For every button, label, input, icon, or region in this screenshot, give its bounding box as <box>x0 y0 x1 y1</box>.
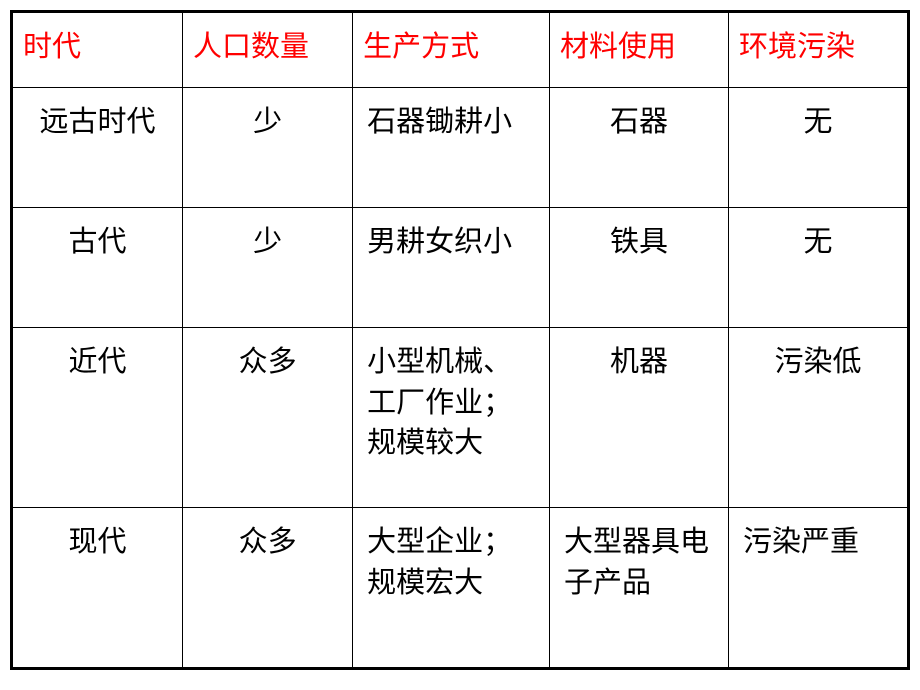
cell-production: 大型企业；规模宏大 <box>353 508 550 668</box>
header-pollution: 环境污染 <box>728 13 907 88</box>
cell-production: 男耕女织小 <box>353 208 550 328</box>
table-row: 现代 众多 大型企业；规模宏大 大型器具电子产品 污染严重 <box>13 508 908 668</box>
table-row: 近代 众多 小型机械、工厂作业；规模较大 机器 污染低 <box>13 328 908 508</box>
cell-pollution: 污染严重 <box>728 508 907 668</box>
header-materials: 材料使用 <box>549 13 728 88</box>
cell-materials: 石器 <box>549 88 728 208</box>
era-comparison-table: 时代 人口数量 生产方式 材料使用 环境污染 远古时代 少 石器锄耕小 石器 无… <box>10 10 910 670</box>
data-table: 时代 人口数量 生产方式 材料使用 环境污染 远古时代 少 石器锄耕小 石器 无… <box>12 12 908 668</box>
table-header-row: 时代 人口数量 生产方式 材料使用 环境污染 <box>13 13 908 88</box>
cell-pollution: 无 <box>728 88 907 208</box>
cell-era: 远古时代 <box>13 88 183 208</box>
cell-era: 古代 <box>13 208 183 328</box>
cell-materials: 铁具 <box>549 208 728 328</box>
cell-production: 石器锄耕小 <box>353 88 550 208</box>
header-population: 人口数量 <box>183 13 353 88</box>
cell-population: 众多 <box>183 328 353 508</box>
table-row: 远古时代 少 石器锄耕小 石器 无 <box>13 88 908 208</box>
cell-pollution: 无 <box>728 208 907 328</box>
header-production: 生产方式 <box>353 13 550 88</box>
cell-materials: 大型器具电子产品 <box>549 508 728 668</box>
cell-population: 少 <box>183 208 353 328</box>
cell-era: 近代 <box>13 328 183 508</box>
cell-materials: 机器 <box>549 328 728 508</box>
cell-population: 众多 <box>183 508 353 668</box>
cell-population: 少 <box>183 88 353 208</box>
cell-pollution: 污染低 <box>728 328 907 508</box>
table-row: 古代 少 男耕女织小 铁具 无 <box>13 208 908 328</box>
header-era: 时代 <box>13 13 183 88</box>
cell-era: 现代 <box>13 508 183 668</box>
cell-production: 小型机械、工厂作业；规模较大 <box>353 328 550 508</box>
